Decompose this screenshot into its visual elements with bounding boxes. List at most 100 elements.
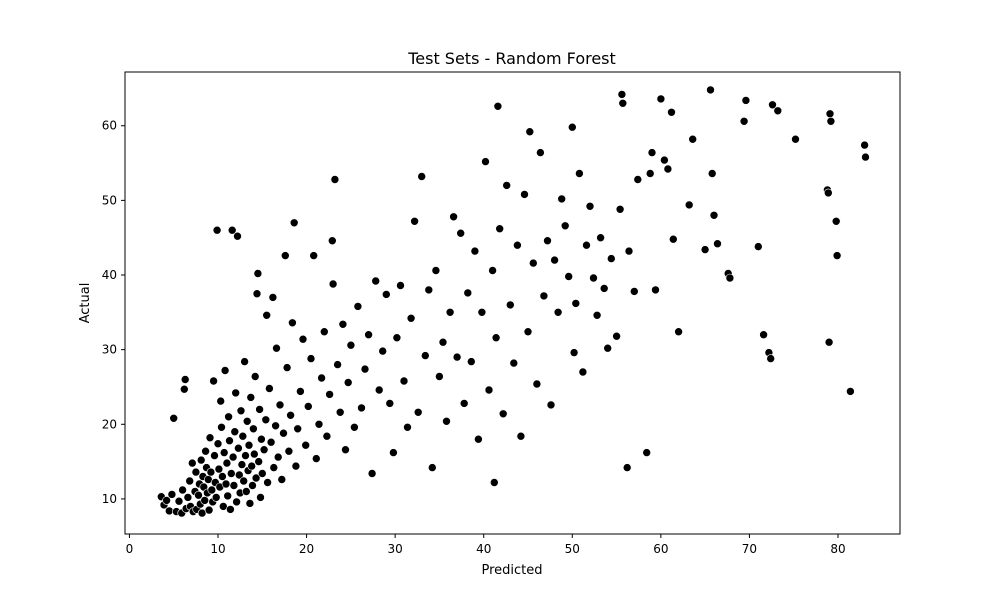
data-point [474, 434, 483, 444]
x-tick-label: 40 [476, 542, 491, 556]
data-point [824, 337, 834, 347]
data-point [413, 407, 423, 417]
x-axis-label: Predicted [481, 563, 542, 578]
data-point [289, 218, 299, 228]
data-point [488, 266, 497, 275]
y-tick-label: 60 [102, 119, 117, 133]
data-point [328, 279, 338, 289]
data-point [333, 360, 342, 369]
data-point [262, 310, 272, 320]
x-tick-label: 20 [299, 542, 314, 556]
data-point [589, 273, 598, 283]
data-point [167, 490, 177, 499]
chart-title: Test Sets - Random Forest [407, 49, 616, 68]
data-point [766, 354, 776, 363]
data-point [216, 396, 225, 406]
data-point [259, 445, 269, 455]
data-point [220, 366, 230, 375]
data-point [236, 406, 246, 416]
data-point [229, 481, 239, 490]
data-point [218, 472, 227, 481]
data-point [249, 424, 258, 434]
data-point [615, 205, 625, 214]
data-point [246, 393, 256, 402]
data-point [221, 479, 231, 489]
data-point [291, 461, 301, 471]
data-point [174, 496, 184, 506]
x-axis-ticks: 0 10 20 30 40 50 60 70 80 [126, 534, 846, 556]
data-point [217, 422, 226, 432]
data-point [242, 487, 251, 496]
y-axis-ticks: 10 20 30 40 50 60 [102, 119, 125, 506]
data-point [227, 225, 237, 235]
data-point [303, 402, 313, 411]
data-point [298, 334, 308, 344]
data-point [543, 236, 552, 245]
data-point [233, 231, 242, 241]
data-point [861, 152, 870, 162]
data-point [247, 461, 256, 471]
data-point [244, 440, 254, 450]
data-point [846, 387, 855, 396]
data-point [265, 384, 274, 393]
data-point [629, 287, 639, 296]
y-tick-label: 20 [102, 417, 117, 431]
data-point [564, 272, 574, 281]
data-point [185, 476, 194, 486]
data-point [826, 117, 836, 126]
y-tick-label: 30 [102, 343, 117, 357]
data-point [252, 289, 262, 299]
data-point [651, 285, 660, 295]
data-point [424, 285, 434, 295]
data-point [553, 307, 563, 317]
data-point [250, 449, 259, 459]
data-point [226, 505, 235, 514]
data-point [410, 217, 419, 226]
data-point [484, 385, 494, 395]
data-point [523, 327, 533, 337]
data-point [612, 331, 621, 341]
data-point [791, 134, 800, 144]
data-point [709, 211, 719, 220]
data-point [357, 403, 366, 413]
data-point [191, 467, 201, 477]
data-point [449, 212, 458, 222]
data-point [311, 454, 321, 463]
data-point [251, 473, 261, 483]
data-point [364, 330, 373, 340]
x-tick-label: 0 [126, 542, 134, 556]
data-point [578, 367, 588, 377]
x-tick-label: 70 [742, 542, 757, 556]
data-point [463, 288, 473, 298]
data-point [706, 85, 715, 95]
data-point [231, 388, 240, 398]
data-point [624, 246, 634, 256]
data-point [459, 399, 469, 408]
data-point [317, 373, 326, 383]
data-point [860, 140, 869, 150]
data-point [212, 225, 222, 235]
data-point [739, 117, 749, 126]
data-point [399, 376, 409, 386]
x-tick-label: 10 [210, 542, 225, 556]
data-point [241, 451, 250, 460]
data-point [596, 233, 605, 242]
data-point [392, 333, 402, 343]
data-point [385, 399, 395, 408]
x-tick-label: 30 [388, 542, 403, 556]
data-point [599, 284, 609, 293]
data-point [194, 490, 203, 500]
data-point [525, 127, 535, 136]
data-point [254, 457, 264, 466]
data-point [725, 273, 735, 283]
x-tick-label: 50 [565, 542, 580, 556]
data-point [741, 96, 751, 105]
data-point [240, 357, 249, 366]
data-point [502, 181, 512, 190]
data-point [684, 200, 694, 210]
data-point [257, 434, 266, 444]
data-point [477, 307, 487, 317]
data-point [253, 269, 263, 278]
data-point [505, 300, 515, 310]
data-point [618, 99, 628, 108]
